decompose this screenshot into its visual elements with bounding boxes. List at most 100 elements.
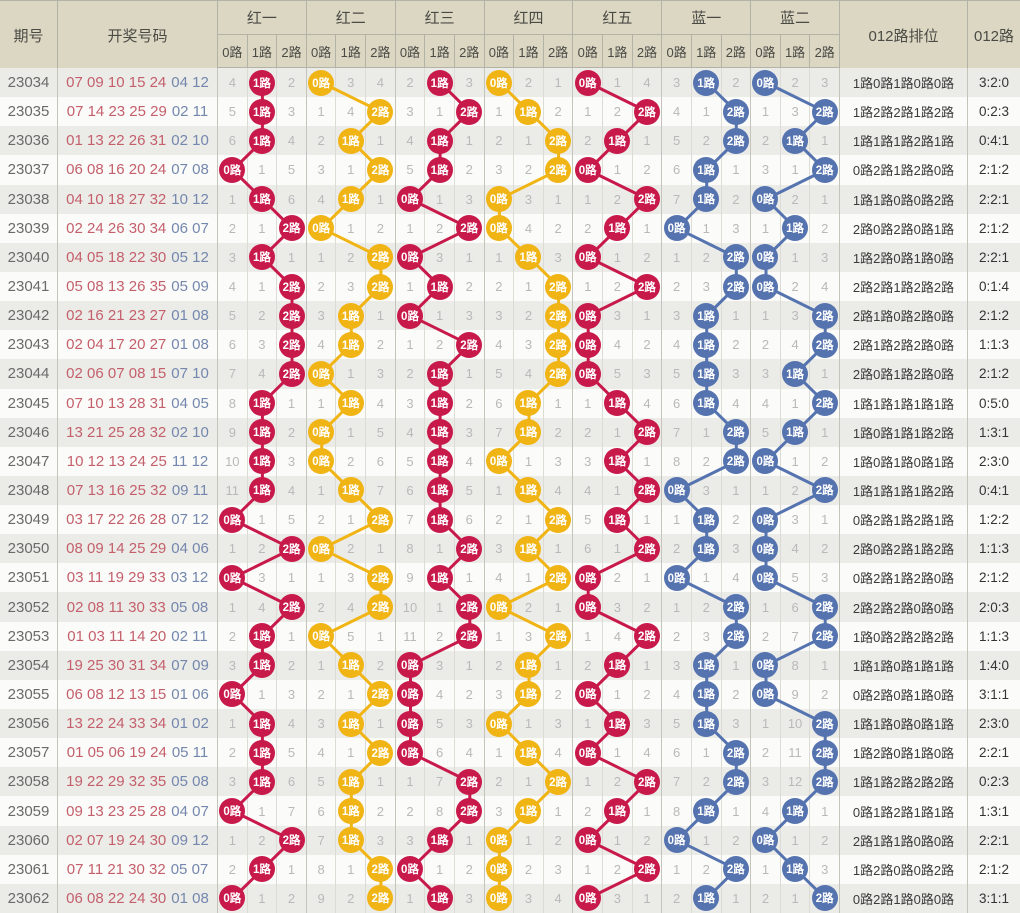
miss-count-cell: 3	[366, 825, 396, 855]
miss-count-cell: 1	[336, 738, 367, 768]
miss-count-cell: 2	[603, 97, 633, 127]
route-marker: 1路	[248, 768, 275, 795]
route-marker: 1路	[693, 710, 720, 737]
draw-numbers-cell: 04 10 18 27 32 10 12	[58, 184, 218, 214]
marker-cell: 2路	[366, 738, 396, 768]
miss-count-cell: 9	[218, 417, 248, 447]
issue-cell: 23036	[0, 126, 58, 156]
rank-cell: 0路1路2路1路1路	[840, 796, 968, 826]
miss-count-cell: 1	[810, 796, 840, 826]
miss-count-cell: 6	[366, 446, 396, 476]
marker-cell: 0路	[573, 679, 604, 710]
draw-numbers-cell: 13 22 24 33 34 01 02	[58, 709, 218, 739]
marker-cell: 2路	[810, 97, 840, 127]
miss-count-cell: 1	[485, 621, 515, 651]
miss-count-cell: 7	[781, 621, 811, 651]
marker-cell: 2路	[810, 767, 840, 797]
miss-count-cell: 1	[485, 738, 515, 768]
marker-cell: 0路	[218, 505, 248, 535]
draw-numbers-cell: 03 11 19 29 33 03 12	[58, 563, 218, 593]
miss-count-cell: 3	[425, 242, 455, 272]
marker-cell: 1路	[781, 213, 811, 243]
route-marker: 1路	[248, 69, 275, 96]
miss-count-cell: 1	[396, 767, 426, 797]
route-marker: 2路	[367, 564, 394, 591]
route-marker: 2路	[633, 186, 660, 213]
route-marker: 2路	[722, 623, 749, 650]
miss-count-cell: 1	[603, 242, 633, 272]
route-marker: 1路	[515, 477, 542, 504]
table-row: 23046 13 21 25 28 32 02 10 9 1路 2 0路 1 5 4 1路 3 7 1路 2…	[0, 417, 1020, 447]
route-marker: 0路	[752, 244, 779, 271]
route-marker: 1路	[337, 127, 364, 154]
table-row: 23054 19 25 30 31 34 07 09 3 1路 2 1 1路 2 0路 3 1 2 1路 1…	[0, 650, 1020, 680]
miss-count-cell: 2	[603, 184, 633, 214]
miss-count-cell: 3	[633, 359, 663, 389]
route-marker: 1路	[515, 419, 542, 446]
miss-count-cell: 1	[514, 446, 544, 476]
route-marker: 2路	[811, 477, 838, 504]
route-marker: 2路	[722, 594, 749, 621]
blue-balls: 03 12	[170, 569, 209, 587]
route-marker: 2路	[545, 127, 572, 154]
table-row: 23040 04 05 18 22 30 05 12 3 1路 1 1 2 2路 0路 3 1 1 1路 3…	[0, 242, 1020, 272]
miss-count-cell: 4	[248, 592, 278, 622]
red-balls: 02 06 07 08 15	[66, 365, 167, 383]
marker-cell: 2路	[810, 709, 840, 739]
miss-count-cell: 2	[633, 592, 663, 622]
route-marker: 0路	[219, 506, 246, 533]
route-marker: 1路	[337, 827, 364, 854]
miss-count-cell: 3	[751, 155, 781, 185]
marker-cell: 1路	[425, 155, 455, 185]
miss-count-cell: 1	[248, 679, 278, 710]
route-marker: 2路	[811, 594, 838, 621]
draw-numbers-cell: 06 08 16 20 24 07 08	[58, 155, 218, 185]
group-header-red-5: 红五	[573, 1, 663, 35]
marker-cell: 0路	[307, 68, 337, 98]
miss-count-cell: 4	[662, 330, 692, 360]
route-marker: 1路	[248, 856, 275, 883]
miss-count-cell: 4	[277, 709, 307, 739]
route-marker: 0路	[397, 739, 423, 766]
miss-count-cell: 2	[573, 126, 604, 156]
table-row: 23058 19 22 29 32 35 05 08 3 1路 6 5 1路 1 1 7 2路 2 1 2路…	[0, 767, 1020, 797]
marker-cell: 0路	[662, 825, 692, 855]
marker-cell: 1路	[248, 97, 278, 127]
route-marker: 1路	[426, 419, 453, 446]
marker-cell: 1路	[514, 650, 544, 680]
route-marker: 2路	[633, 477, 660, 504]
marker-cell: 1路	[514, 679, 544, 710]
ratio-cell: 2:2:1	[978, 832, 1010, 848]
ratio-cell: 1:1:3	[978, 541, 1010, 557]
draw-numbers-cell: 06 08 12 13 15 01 06	[58, 679, 218, 710]
miss-count-cell: 1	[396, 271, 426, 302]
route-marker: 0路	[574, 594, 601, 621]
miss-count-cell: 3	[751, 767, 781, 797]
marker-cell: 1路	[514, 796, 544, 826]
ratio-cell: 2:1:2	[978, 220, 1010, 236]
marker-cell: 1路	[603, 388, 633, 418]
route-marker: 0路	[219, 885, 246, 912]
miss-count-cell: 4	[218, 271, 248, 302]
miss-count-cell: 1	[514, 505, 544, 535]
route-marker: 0路	[485, 885, 512, 912]
miss-count-cell: 2	[336, 242, 367, 272]
miss-count-cell: 4	[544, 883, 574, 913]
miss-count-cell: 3	[692, 621, 722, 651]
route-marker: 1路	[693, 798, 720, 824]
miss-count-cell: 1	[336, 854, 367, 884]
blue-balls: 05 09	[171, 278, 209, 296]
route-marker: 0路	[308, 360, 335, 387]
marker-cell: 1路	[514, 417, 544, 447]
miss-count-cell: 3	[810, 68, 840, 98]
route-marker: 0路	[308, 419, 335, 446]
miss-count-cell: 2	[573, 650, 604, 680]
sub-column-header: 2路	[810, 35, 840, 68]
route-marker: 0路	[752, 564, 779, 591]
miss-count-cell: 2	[633, 679, 663, 710]
route-marker: 1路	[515, 244, 542, 271]
route-marker: 1路	[337, 186, 364, 213]
miss-count-cell: 3	[366, 359, 396, 389]
miss-count-cell: 6	[218, 330, 248, 360]
miss-count-cell: 2	[662, 621, 692, 651]
